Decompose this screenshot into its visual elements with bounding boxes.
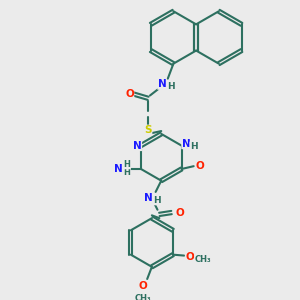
Text: O: O	[176, 208, 184, 218]
Text: O: O	[185, 253, 194, 262]
Text: H: H	[124, 160, 130, 169]
Text: H: H	[167, 82, 174, 91]
Text: N: N	[144, 193, 152, 202]
Text: O: O	[138, 280, 147, 291]
Text: H: H	[153, 196, 160, 205]
Text: O: O	[196, 161, 205, 171]
Text: N: N	[114, 164, 123, 174]
Text: CH₃: CH₃	[134, 294, 151, 300]
Text: N: N	[158, 79, 167, 89]
Text: S: S	[144, 125, 152, 135]
Text: O: O	[125, 88, 134, 99]
Text: CH₃: CH₃	[195, 255, 211, 264]
Text: N: N	[182, 139, 190, 149]
Text: H: H	[190, 142, 197, 151]
Text: N: N	[133, 141, 142, 151]
Text: H: H	[124, 168, 130, 177]
